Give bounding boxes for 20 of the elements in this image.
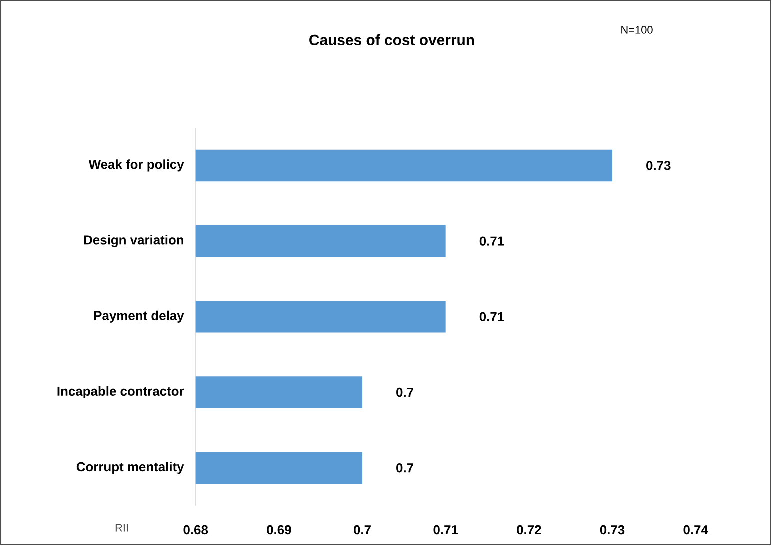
data-label: 0.7 bbox=[396, 464, 414, 473]
x-tick-label: 0.69 bbox=[267, 525, 292, 535]
y-tick-label: Corrupt mentality bbox=[76, 462, 184, 474]
x-tick-label: 0.72 bbox=[517, 525, 542, 535]
data-label: 0.71 bbox=[480, 312, 504, 322]
x-tick-label: 0.74 bbox=[684, 525, 708, 535]
x-tick-label: 0.73 bbox=[600, 525, 625, 535]
data-label: 0.73 bbox=[646, 161, 671, 170]
y-tick-label: Weak for policy bbox=[88, 160, 184, 172]
y-tick-label: Incapable contractor bbox=[58, 386, 184, 399]
x-tick-label: 0.7 bbox=[354, 525, 371, 535]
text: N=100 bbox=[622, 26, 653, 34]
x-tick-label: 0.71 bbox=[434, 525, 458, 535]
chart-title: Causes of cost overrun bbox=[310, 34, 474, 46]
x-axis-title: RII bbox=[116, 524, 128, 532]
data-label: 0.7 bbox=[396, 388, 414, 398]
y-tick-label: Payment delay bbox=[94, 310, 184, 323]
x-tick-label: 0.68 bbox=[184, 525, 208, 535]
data-label: 0.71 bbox=[480, 236, 504, 246]
y-tick-label: Design variation bbox=[84, 235, 184, 248]
